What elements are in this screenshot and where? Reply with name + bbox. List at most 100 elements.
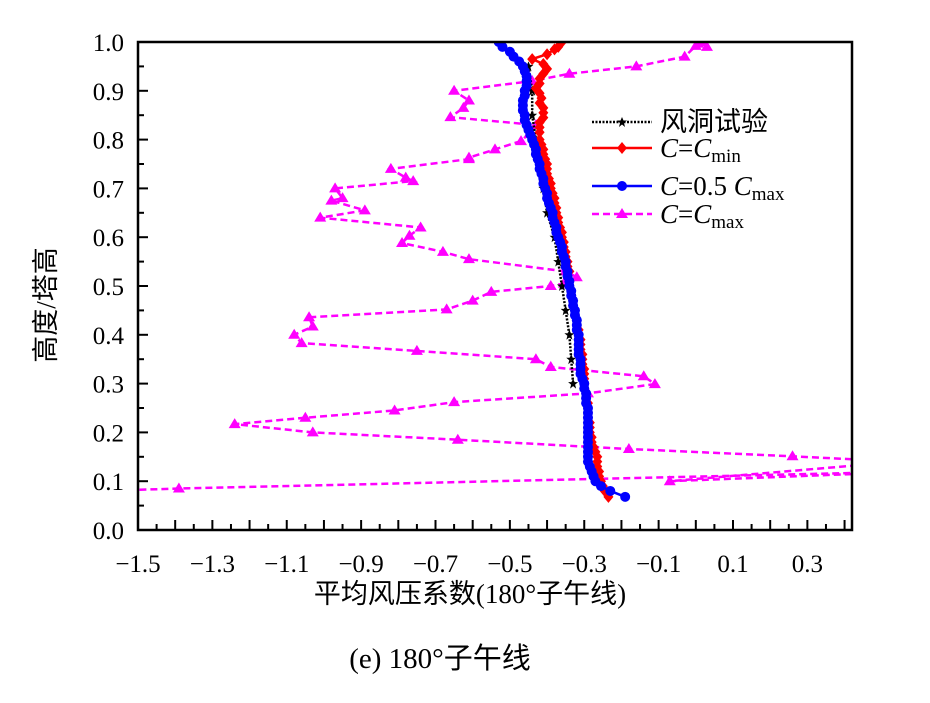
x-tick-label: −0.5	[487, 551, 532, 578]
data-point	[560, 305, 571, 316]
data-point	[605, 485, 616, 496]
data-point	[399, 171, 412, 182]
x-axis-title: 平均风压系数(180°子午线)	[314, 579, 626, 609]
series-2	[493, 42, 631, 502]
data-point	[786, 450, 799, 461]
x-tick-label: −0.3	[562, 551, 607, 578]
data-point	[410, 344, 423, 355]
data-point	[648, 378, 661, 389]
y-tick-label: 0.0	[93, 518, 124, 545]
y-tick-label: 0.5	[93, 274, 124, 301]
data-point	[523, 61, 534, 72]
data-point	[306, 320, 319, 331]
data-point	[396, 237, 409, 248]
data-point	[630, 60, 643, 71]
data-point	[336, 192, 349, 203]
data-point	[544, 280, 557, 290]
figure-caption: (e) 180°子午线	[349, 642, 531, 675]
series-3	[138, 42, 906, 493]
y-tick-label: 0.7	[93, 176, 124, 203]
data-point	[689, 42, 702, 50]
x-tick-label: −1.1	[264, 551, 309, 578]
data-point	[466, 294, 479, 305]
data-point	[414, 221, 427, 232]
series-layer	[138, 42, 906, 503]
data-point	[568, 378, 579, 389]
data-point	[544, 361, 557, 372]
legend-label: 风洞试验	[660, 107, 768, 137]
y-tick-label: 0.4	[93, 323, 125, 350]
data-point	[325, 194, 338, 205]
y-tick-label: 0.3	[93, 372, 124, 399]
data-point	[462, 253, 475, 264]
data-point	[556, 281, 567, 291]
legend-item: 风洞试验	[592, 107, 768, 137]
y-tick-label: 1.0	[93, 30, 124, 57]
legend-marker	[617, 117, 627, 127]
data-point	[622, 442, 635, 453]
data-point	[663, 475, 676, 486]
data-point	[542, 207, 553, 218]
data-point	[563, 67, 576, 78]
y-axis-title: 高度/塔高	[31, 247, 61, 363]
data-point	[299, 411, 312, 422]
y-tick-label: 0.2	[93, 420, 124, 447]
data-point	[497, 42, 508, 52]
data-point	[407, 175, 420, 186]
data-point	[700, 42, 713, 51]
data-point	[527, 85, 538, 96]
data-point	[448, 84, 461, 95]
series-line	[527, 66, 575, 384]
legend-label: C=Cmin	[660, 133, 741, 167]
data-point	[329, 182, 342, 193]
y-tick-label: 0.6	[93, 225, 124, 252]
data-point	[485, 285, 498, 296]
data-point	[444, 111, 457, 122]
data-point	[566, 354, 577, 365]
data-point	[314, 211, 327, 222]
data-point	[894, 456, 906, 466]
y-tick-label: 0.8	[93, 128, 124, 155]
data-point	[527, 53, 538, 66]
data-point	[564, 329, 575, 340]
data-point	[295, 337, 308, 348]
legend-item: C=Cmin	[592, 133, 741, 167]
data-point	[553, 42, 564, 53]
legend-marker	[617, 142, 627, 154]
data-point	[534, 126, 545, 139]
x-tick-label: 0.3	[792, 551, 823, 578]
data-point	[303, 311, 316, 322]
data-point	[462, 153, 475, 164]
x-tick-label: −0.9	[338, 551, 383, 578]
data-point	[542, 48, 553, 61]
data-point	[489, 143, 501, 154]
data-point	[527, 110, 538, 121]
data-point	[553, 256, 564, 267]
legend-marker	[616, 208, 628, 218]
data-point	[637, 370, 650, 381]
data-point	[228, 418, 241, 429]
y-axis: 0.0 0.1 0.2 0.3 0.4 0.5 0.6 0.7 0.8 0.9 1.0	[93, 30, 148, 545]
legend-marker	[617, 181, 627, 191]
y-tick-label: 0.9	[93, 79, 124, 106]
data-point	[440, 303, 453, 314]
legend-item: C=Cmax	[592, 199, 744, 233]
data-point	[462, 94, 475, 105]
data-point	[388, 404, 401, 415]
data-point	[457, 101, 470, 112]
x-tick-label: −0.7	[413, 551, 458, 578]
x-tick-label: −1.5	[115, 551, 160, 578]
data-point	[172, 482, 185, 493]
legend-label: C=Cmax	[660, 199, 744, 233]
data-point	[288, 328, 301, 339]
x-tick-label: −1.3	[190, 551, 235, 578]
data-point	[358, 204, 371, 215]
data-point	[570, 271, 583, 282]
data-point	[515, 135, 528, 146]
x-tick-label: −0.1	[636, 551, 681, 578]
data-point	[451, 433, 464, 444]
y-tick-label: 0.1	[93, 469, 124, 496]
data-point	[678, 50, 691, 61]
